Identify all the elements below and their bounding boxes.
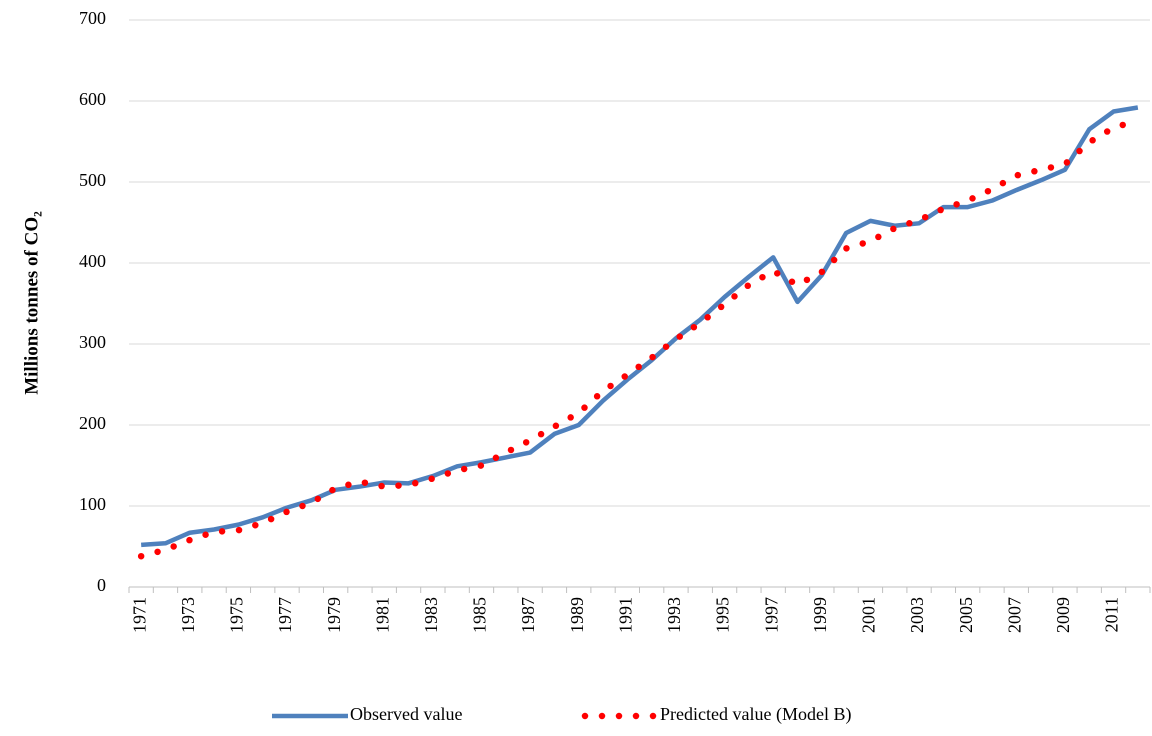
legend-label: Observed value	[350, 704, 462, 724]
x-tick-label: 1995	[713, 597, 733, 633]
x-tick-label: 2007	[1004, 597, 1024, 633]
legend-label: Predicted value (Model B)	[660, 704, 851, 725]
series-line	[137, 117, 1142, 560]
y-tick-label: 400	[79, 251, 106, 271]
x-tick-label: 1987	[518, 597, 538, 633]
x-tick-label: 2009	[1053, 597, 1073, 633]
y-tick-label: 100	[79, 494, 106, 514]
y-tick-label: 0	[97, 575, 106, 595]
x-tick-label: 1971	[129, 597, 149, 633]
x-tick-label: 2003	[907, 597, 927, 633]
y-tick-label: 600	[79, 89, 106, 109]
x-tick-label: 1979	[324, 597, 344, 633]
x-tick-label: 2001	[859, 597, 879, 633]
y-axis-title: Millions tonnes of CO₂	[21, 211, 42, 395]
x-tick-label: 1989	[567, 597, 587, 633]
x-tick-label: 1999	[810, 597, 830, 633]
x-tick-label: 1983	[421, 597, 441, 633]
y-tick-label: 700	[79, 8, 106, 28]
x-tick-label: 1977	[275, 597, 295, 633]
x-tick-label: 1997	[761, 597, 781, 633]
x-tick-label: 2005	[956, 597, 976, 633]
series-line	[141, 105, 1139, 548]
y-tick-label: 500	[79, 170, 106, 190]
y-tick-label: 300	[79, 332, 106, 352]
x-tick-label: 1975	[227, 597, 247, 633]
x-tick-label: 1993	[664, 597, 684, 633]
x-tick-label: 1985	[470, 597, 490, 633]
x-tick-label: 1991	[615, 597, 635, 633]
x-tick-label: 1981	[372, 597, 392, 633]
y-tick-label: 200	[79, 413, 106, 433]
x-tick-label: 2011	[1102, 597, 1122, 632]
x-tick-label: 1973	[178, 597, 198, 633]
